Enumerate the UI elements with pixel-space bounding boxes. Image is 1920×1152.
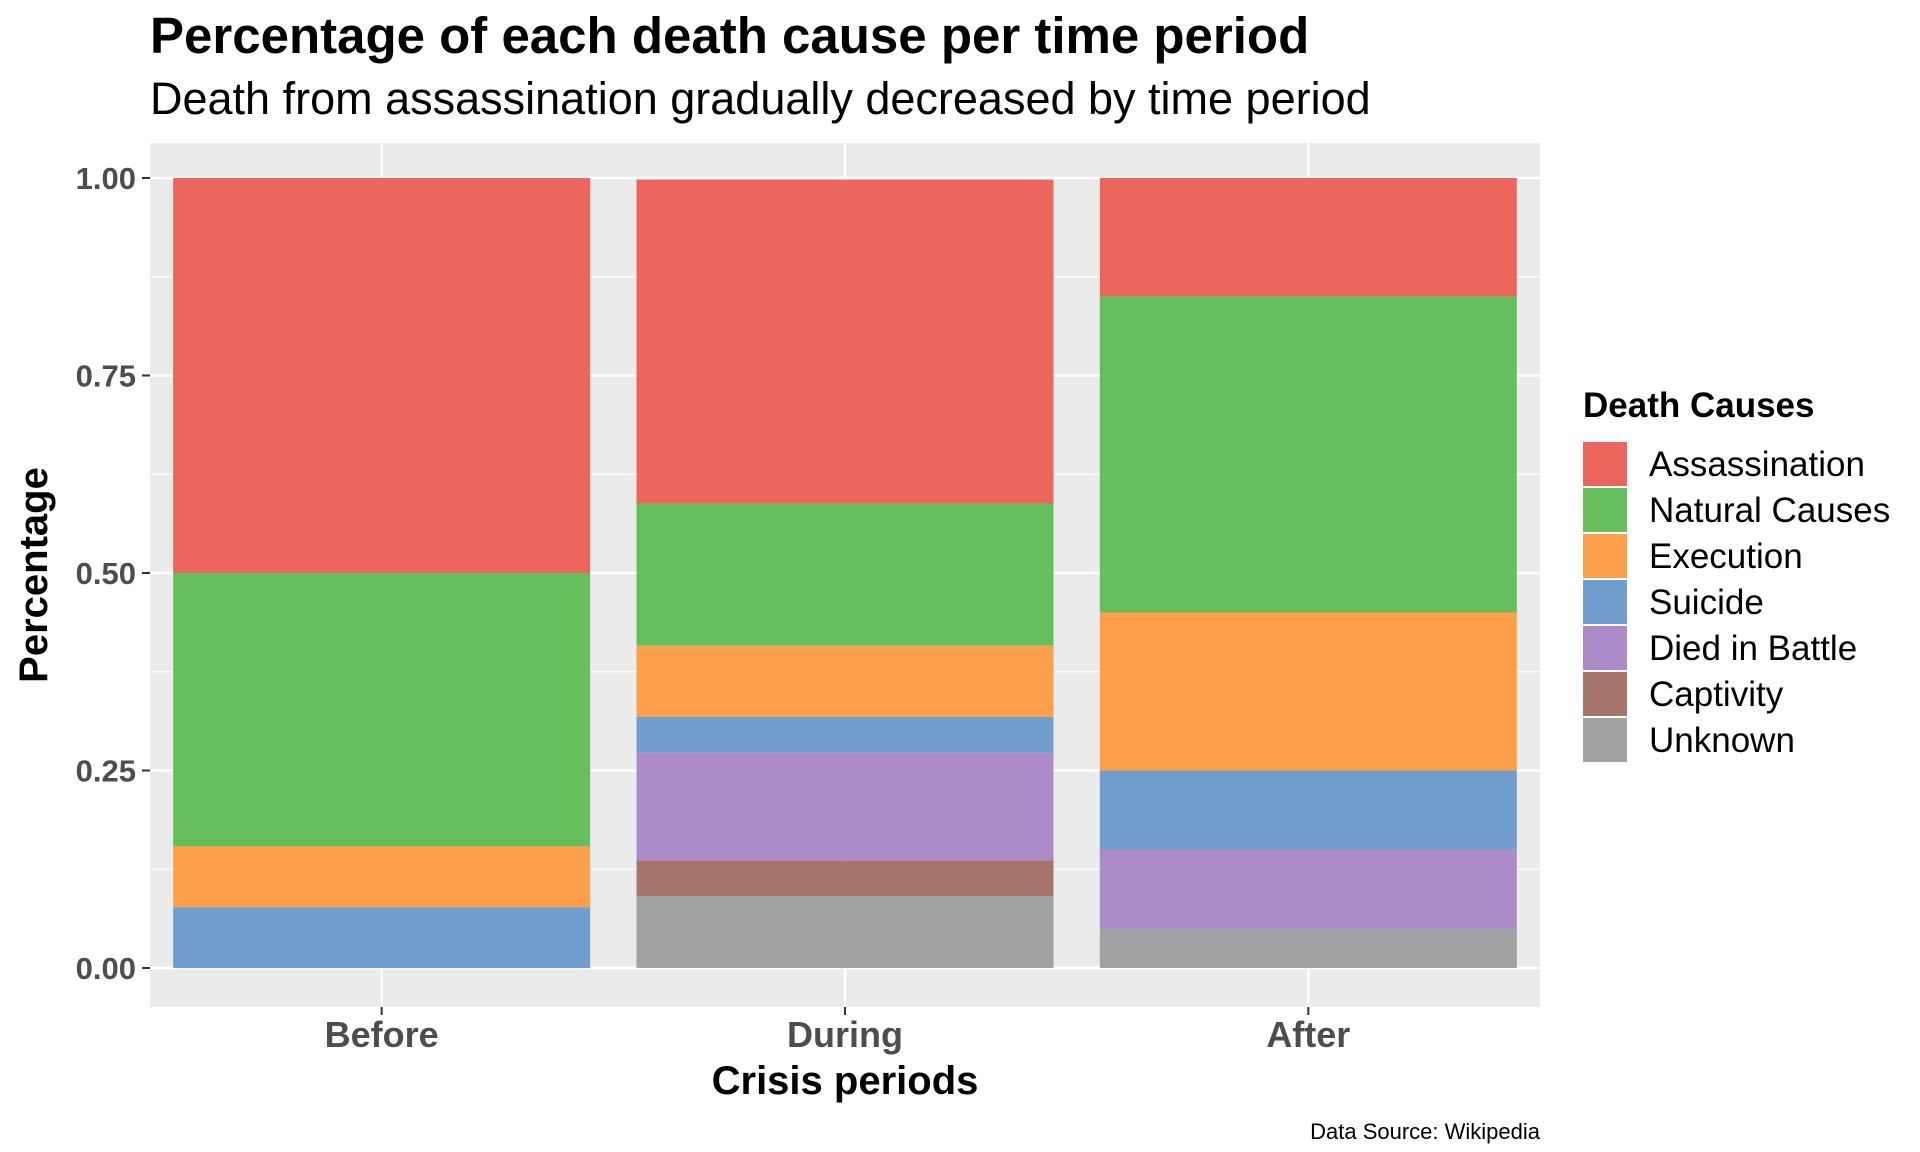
x-axis: Before During After bbox=[325, 1007, 1350, 1055]
bar-segment-natural-causes-during bbox=[636, 503, 1054, 646]
bar-segment-execution-during bbox=[636, 645, 1054, 717]
bar-segment-assassination-after bbox=[1099, 178, 1517, 297]
bar-segment-suicide-before bbox=[173, 907, 591, 968]
bar-segment-assassination-during bbox=[636, 179, 1054, 504]
legend: Death Causes Assassination Natural Causes… bbox=[1583, 386, 1890, 762]
bar-segment-captivity-during bbox=[636, 860, 1054, 897]
legend-title: Death Causes bbox=[1583, 386, 1814, 425]
y-axis: 0.00 0.25 0.50 0.75 1.00 bbox=[76, 161, 150, 986]
bar-segment-execution-before bbox=[173, 846, 591, 908]
y-tick-label: 0.25 bbox=[76, 754, 136, 789]
x-axis-title: Crisis periods bbox=[712, 1059, 979, 1103]
legend-swatch bbox=[1583, 718, 1627, 762]
chart-title: Percentage of each death cause per time … bbox=[150, 7, 1309, 64]
x-tick-label: Before bbox=[325, 1014, 439, 1055]
bar-segment-execution-after bbox=[1099, 612, 1517, 771]
bars bbox=[173, 178, 1517, 968]
legend-label: Suicide bbox=[1649, 583, 1764, 622]
bar-segment-natural-causes-before bbox=[173, 573, 591, 847]
legend-swatch bbox=[1583, 672, 1627, 716]
bar-segment-died-in-battle-during bbox=[636, 752, 1054, 861]
legend-swatch bbox=[1583, 626, 1627, 670]
y-tick-label: 1.00 bbox=[76, 161, 136, 196]
bar-segment-unknown-during bbox=[636, 896, 1054, 968]
legend-label: Assassination bbox=[1649, 445, 1865, 484]
bar-segment-natural-causes-after bbox=[1099, 296, 1517, 613]
legend-label: Captivity bbox=[1649, 675, 1784, 714]
legend-swatch bbox=[1583, 580, 1627, 624]
bar-segment-died-in-battle-after bbox=[1099, 849, 1517, 929]
legend-label: Natural Causes bbox=[1649, 491, 1890, 530]
legend-label: Died in Battle bbox=[1649, 629, 1857, 668]
y-tick-label: 0.75 bbox=[76, 359, 136, 394]
caption: Data Source: Wikipedia bbox=[1310, 1119, 1541, 1144]
y-tick-label: 0.00 bbox=[76, 951, 136, 986]
legend-label: Execution bbox=[1649, 537, 1803, 576]
bar-segment-suicide-during bbox=[636, 716, 1054, 753]
y-tick-label: 0.50 bbox=[76, 556, 136, 591]
legend-label: Unknown bbox=[1649, 721, 1795, 760]
chart-subtitle: Death from assassination gradually decre… bbox=[150, 73, 1371, 124]
legend-swatch bbox=[1583, 442, 1627, 486]
legend-swatch bbox=[1583, 488, 1627, 532]
x-tick-label: After bbox=[1266, 1014, 1350, 1055]
bar-segment-assassination-before bbox=[173, 178, 591, 573]
legend-swatch bbox=[1583, 534, 1627, 578]
bar-segment-suicide-after bbox=[1099, 770, 1517, 850]
x-tick-label: During bbox=[787, 1014, 903, 1055]
bar-segment-unknown-after bbox=[1099, 928, 1517, 968]
y-axis-title: Percentage bbox=[12, 467, 56, 683]
